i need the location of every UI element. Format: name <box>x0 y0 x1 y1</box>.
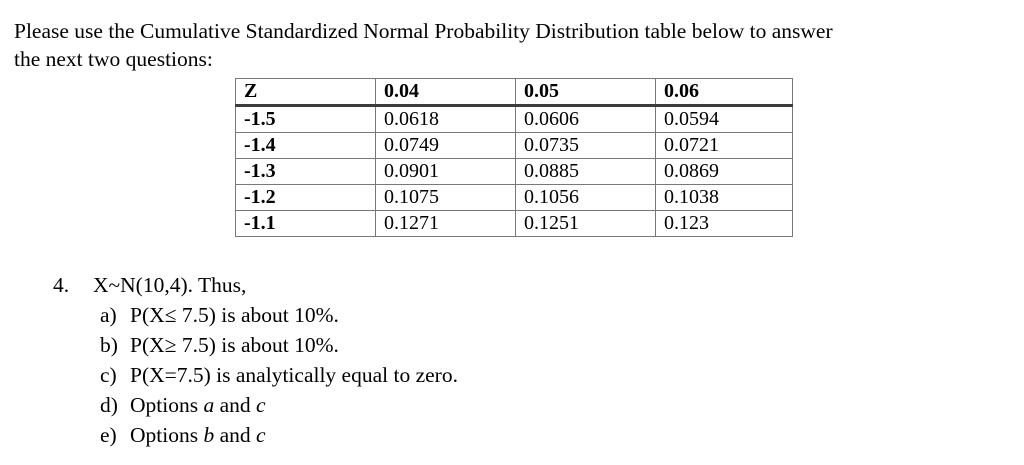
option-text: Options b and c <box>130 423 266 447</box>
table-header-006: 0.06 <box>655 78 793 107</box>
intro-line-1: Please use the Cumulative Standardized N… <box>14 19 833 43</box>
option-letter: a) <box>100 303 117 327</box>
z-value-cell: -1.4 <box>235 132 376 159</box>
option-e: e) Options b and c <box>14 420 1010 450</box>
option-letter: b) <box>100 333 118 357</box>
option-var-c: c <box>256 393 266 417</box>
z-value-cell: -1.3 <box>235 158 376 185</box>
prob-cell: 0.0618 <box>375 105 516 133</box>
z-value-cell: -1.1 <box>235 210 376 237</box>
prob-cell: 0.0869 <box>655 158 793 185</box>
table-row: -1.3 0.0901 0.0885 0.0869 <box>235 158 793 185</box>
option-letter: d) <box>100 393 118 417</box>
prob-cell: 0.0721 <box>655 132 793 159</box>
option-b: b) P(X≥ 7.5) is about 10%. <box>14 330 1010 360</box>
prob-cell: 0.1251 <box>515 210 656 237</box>
option-text-part: Options <box>130 393 204 417</box>
prob-cell: 0.123 <box>655 210 793 237</box>
intro-line-2: the next two questions: <box>14 47 213 71</box>
table-row: -1.1 0.1271 0.1251 0.123 <box>235 210 793 237</box>
option-d: d) Options a and c <box>14 390 1010 420</box>
option-text: P(X=7.5) is analytically equal to zero. <box>130 363 458 387</box>
prob-cell: 0.1271 <box>375 210 516 237</box>
option-var-c: c <box>256 423 266 447</box>
table-header-z: Z <box>235 78 376 107</box>
prob-cell: 0.1056 <box>515 184 656 211</box>
option-a: a) P(X≤ 7.5) is about 10%. <box>14 300 1010 330</box>
option-letter: e) <box>100 423 117 447</box>
prob-cell: 0.1038 <box>655 184 793 211</box>
option-c: c) P(X=7.5) is analytically equal to zero… <box>14 360 1010 390</box>
option-var-b: b <box>203 423 215 447</box>
prob-cell: 0.0606 <box>515 105 656 133</box>
prob-cell: 0.0901 <box>375 158 516 185</box>
option-text-part: Options <box>130 423 204 447</box>
prob-cell: 0.0885 <box>515 158 656 185</box>
option-text: P(X≤ 7.5) is about 10%. <box>130 303 339 327</box>
z-value-cell: -1.5 <box>235 105 376 133</box>
option-text: Options a and c <box>130 393 266 417</box>
table-row: -1.4 0.0749 0.0735 0.0721 <box>235 132 793 159</box>
z-value-cell: -1.2 <box>235 184 376 211</box>
prob-cell: 0.0594 <box>655 105 793 133</box>
question-stem-line: 4. X~N(10,4). Thus, <box>14 270 1010 300</box>
table-header-004: 0.04 <box>375 78 516 107</box>
probability-table-container: Z 0.04 0.05 0.06 -1.5 0.0618 0.0606 0.05… <box>235 78 1010 237</box>
option-var-a: a <box>203 393 215 417</box>
prob-cell: 0.0749 <box>375 132 516 159</box>
prob-cell: 0.0735 <box>515 132 656 159</box>
table-row: -1.2 0.1075 0.1056 0.1038 <box>235 184 793 211</box>
question-4: 4. X~N(10,4). Thus, a) P(X≤ 7.5) is about … <box>14 270 1010 450</box>
table-header-005: 0.05 <box>515 78 656 107</box>
table-row: -1.5 0.0618 0.0606 0.0594 <box>235 105 793 133</box>
option-text-part: and <box>214 423 257 447</box>
prob-cell: 0.1075 <box>375 184 516 211</box>
option-text-part: and <box>214 393 257 417</box>
cumulative-normal-table: Z 0.04 0.05 0.06 -1.5 0.0618 0.0606 0.05… <box>235 78 793 237</box>
option-text: P(X≥ 7.5) is about 10%. <box>130 333 339 357</box>
question-stem: X~N(10,4). Thus, <box>93 273 247 297</box>
table-header-row: Z 0.04 0.05 0.06 <box>235 78 793 107</box>
question-number: 4. <box>53 273 70 297</box>
option-letter: c) <box>100 363 117 387</box>
